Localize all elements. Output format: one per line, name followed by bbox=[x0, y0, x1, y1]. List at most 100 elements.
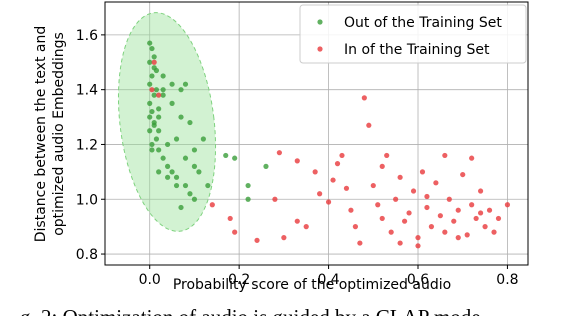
point bbox=[147, 114, 153, 120]
point bbox=[504, 202, 511, 208]
point bbox=[397, 240, 403, 246]
point bbox=[384, 152, 390, 159]
point bbox=[442, 152, 448, 159]
x-tick-label: 0.4 bbox=[317, 272, 339, 288]
point bbox=[437, 213, 443, 219]
point bbox=[294, 158, 300, 164]
point bbox=[343, 185, 350, 191]
point bbox=[379, 163, 385, 169]
point bbox=[325, 199, 332, 205]
point bbox=[415, 243, 421, 249]
point bbox=[388, 229, 394, 235]
point bbox=[410, 188, 417, 194]
point bbox=[191, 147, 198, 153]
point bbox=[393, 196, 399, 202]
point bbox=[149, 147, 155, 153]
point bbox=[276, 150, 282, 156]
point bbox=[149, 141, 155, 148]
y-tick-label: 1.6 bbox=[76, 28, 98, 44]
point bbox=[147, 59, 153, 65]
point bbox=[149, 108, 155, 115]
point bbox=[272, 196, 278, 202]
point bbox=[160, 155, 166, 161]
point bbox=[223, 152, 229, 159]
point bbox=[433, 180, 439, 186]
point bbox=[182, 81, 189, 87]
point bbox=[227, 215, 233, 222]
point bbox=[209, 202, 215, 208]
point bbox=[303, 224, 309, 230]
legend-label: Out of the Training Set bbox=[344, 15, 502, 31]
point bbox=[178, 114, 184, 120]
point bbox=[455, 207, 461, 213]
point bbox=[173, 182, 180, 189]
x-tick-label: 0.6 bbox=[407, 272, 429, 288]
point bbox=[187, 191, 193, 197]
point bbox=[149, 87, 155, 93]
point bbox=[149, 73, 155, 79]
point bbox=[469, 202, 475, 208]
point bbox=[495, 215, 502, 222]
point bbox=[428, 224, 435, 230]
point bbox=[478, 188, 484, 194]
point bbox=[160, 87, 166, 93]
cluster-ellipse bbox=[117, 12, 217, 232]
point bbox=[169, 169, 175, 175]
point bbox=[182, 182, 189, 189]
point bbox=[379, 215, 385, 222]
point bbox=[165, 174, 171, 180]
x-axis-label: Probability score of the optimized audio bbox=[173, 277, 451, 293]
point bbox=[173, 174, 180, 180]
point bbox=[357, 240, 363, 246]
caption: g. 2: Optimization of audio is guided by… bbox=[20, 305, 481, 316]
y-axis-label: optimized audio Embeddings bbox=[51, 32, 67, 236]
point bbox=[151, 54, 157, 60]
point bbox=[339, 152, 345, 159]
point bbox=[370, 182, 376, 189]
point bbox=[149, 45, 155, 52]
point bbox=[460, 171, 466, 178]
point bbox=[451, 218, 457, 224]
point bbox=[187, 119, 193, 126]
point bbox=[165, 141, 171, 148]
y-tick-label: 0.8 bbox=[76, 247, 98, 263]
point bbox=[178, 87, 184, 93]
point bbox=[294, 218, 300, 224]
legend-marker bbox=[317, 46, 323, 52]
point bbox=[406, 210, 412, 216]
x-tick-label: 0.8 bbox=[496, 272, 518, 288]
point bbox=[424, 193, 430, 200]
point bbox=[178, 204, 184, 211]
point bbox=[254, 237, 260, 243]
point bbox=[151, 59, 157, 65]
point bbox=[424, 204, 430, 211]
point bbox=[156, 106, 162, 112]
legend-box bbox=[299, 4, 527, 64]
point bbox=[147, 81, 153, 87]
point bbox=[191, 196, 198, 202]
y-tick-label: 1.0 bbox=[76, 192, 98, 208]
legend-label: In of the Training Set bbox=[344, 42, 490, 58]
point bbox=[312, 169, 318, 175]
point bbox=[397, 174, 403, 180]
y-tick-label: 1.2 bbox=[76, 137, 98, 153]
point bbox=[153, 136, 160, 142]
point bbox=[169, 81, 175, 87]
point bbox=[232, 155, 238, 161]
point bbox=[366, 122, 372, 128]
plot-frame bbox=[104, 1, 529, 266]
point bbox=[491, 229, 497, 235]
point bbox=[156, 147, 162, 153]
point bbox=[156, 114, 162, 120]
point bbox=[151, 122, 157, 128]
point bbox=[153, 67, 160, 74]
point bbox=[361, 95, 367, 101]
point bbox=[334, 161, 341, 167]
point bbox=[352, 224, 359, 230]
point bbox=[442, 229, 448, 235]
point bbox=[348, 207, 354, 213]
point bbox=[153, 87, 160, 93]
point bbox=[156, 169, 162, 175]
